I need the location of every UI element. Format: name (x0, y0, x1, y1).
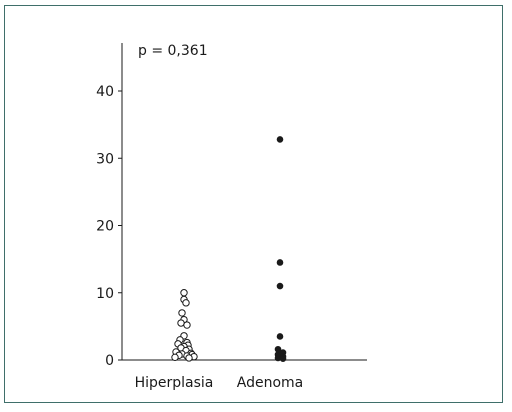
y-tick-label: 10 (96, 286, 114, 302)
adenoma-point (274, 345, 282, 353)
adenoma-point (276, 136, 284, 143)
hiperplasia-point (178, 309, 186, 317)
hiperplasia-point (180, 289, 188, 297)
hiperplasia-point (171, 353, 179, 362)
hiperplasia-point (177, 319, 185, 327)
adenoma-point (276, 282, 284, 290)
y-tick-label: 0 (105, 353, 114, 369)
adenoma-point (279, 355, 287, 362)
scatter-plot: 0 10 20 30 40 Hiperplasia Adenoma p = 0,361 (96, 43, 367, 391)
hiperplasia-point (183, 321, 191, 329)
p-value-annotation: p = 0,361 (138, 43, 208, 59)
x-tick-labels: Hiperplasia Adenoma (135, 375, 304, 391)
y-tick-label: 30 (96, 151, 114, 167)
y-ticks: 0 10 20 30 40 (96, 84, 122, 369)
adenoma-point (276, 259, 284, 266)
adenoma-point (276, 333, 284, 340)
hiperplasia-point (182, 299, 190, 307)
y-tick-label: 40 (96, 84, 114, 100)
chart-frame: 0 10 20 30 40 Hiperplasia Adenoma p = 0,361 (4, 5, 503, 403)
axes (121, 43, 367, 361)
x-tick-label: Adenoma (237, 375, 304, 391)
x-tick-label: Hiperplasia (135, 375, 214, 391)
hiperplasia-point (185, 354, 193, 362)
y-tick-label: 20 (96, 219, 114, 235)
data-points (171, 136, 287, 362)
